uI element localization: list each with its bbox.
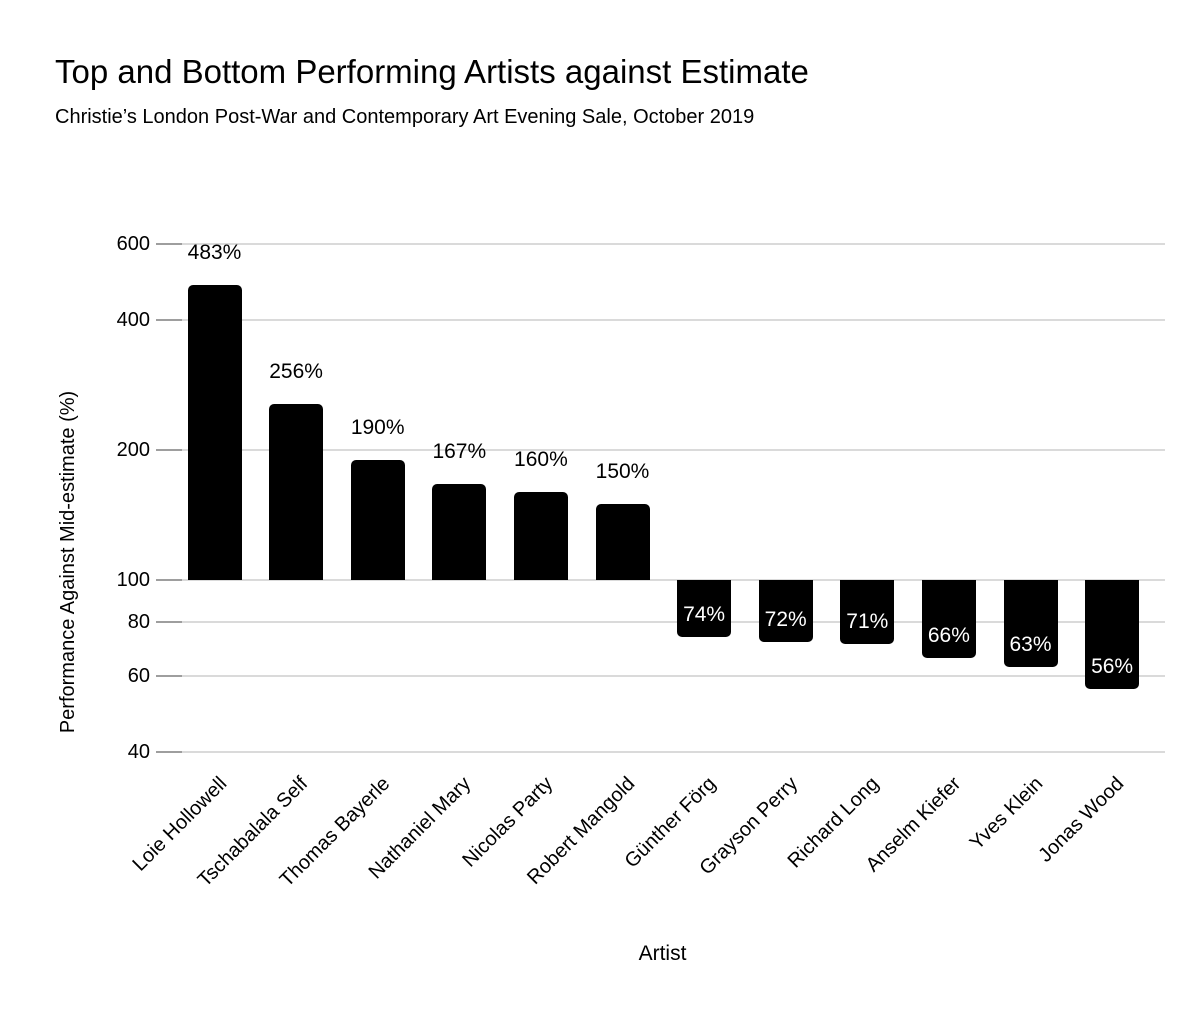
bar [187, 284, 242, 580]
tick-mark [156, 674, 182, 677]
bar [595, 503, 650, 580]
y-tick-label: 200 [116, 439, 150, 461]
bar-value-label: 74% [683, 602, 726, 626]
bar [1085, 580, 1140, 689]
y-tick-label: 80 [127, 610, 150, 633]
y-tick-label: 60 [127, 664, 150, 687]
bar [1003, 580, 1058, 667]
bar-value-label: 483% [187, 240, 242, 264]
bar [677, 580, 732, 637]
bar [758, 580, 813, 642]
y-tick-label: 400 [116, 308, 150, 331]
gridline [160, 750, 1165, 753]
bar-value-label: 71% [846, 610, 889, 634]
gridline [160, 318, 1165, 321]
tick-mark [156, 242, 182, 245]
x-axis-title: Artist [638, 942, 687, 965]
chart-title: Top and Bottom Performing Artists agains… [55, 53, 809, 90]
bar [921, 580, 976, 658]
chart-subtitle: Christie’s London Post-War and Contempor… [55, 106, 755, 128]
bar [350, 459, 405, 580]
gridline [160, 242, 1165, 245]
bar [432, 483, 487, 580]
bar-value-label: 66% [927, 624, 970, 647]
gridline [160, 620, 1165, 623]
y-tick-label: 40 [127, 740, 150, 763]
tick-mark [156, 750, 182, 753]
gridline [160, 579, 1165, 581]
bar-value-label: 150% [595, 459, 650, 483]
tick-mark [156, 318, 182, 321]
bar-value-label: 160% [514, 447, 568, 471]
bar [269, 403, 324, 580]
bar-value-label: 167% [432, 439, 487, 463]
gridline [160, 674, 1165, 677]
bar [840, 580, 895, 645]
y-axis-title: Performance Against Mid-estimate (%) [57, 390, 79, 734]
bar-value-label: 63% [1009, 632, 1052, 656]
gridline [160, 449, 1165, 451]
tick-mark [156, 620, 182, 623]
tick-mark [156, 579, 182, 581]
bar [513, 491, 568, 580]
y-tick-label: 600 [116, 232, 150, 255]
y-tick-label: 100 [116, 569, 150, 591]
bar-value-label: 56% [1091, 654, 1134, 678]
bar-value-label: 256% [269, 359, 323, 383]
tick-mark [156, 449, 182, 451]
bar-value-label: 72% [764, 607, 807, 631]
bar-value-label: 190% [350, 415, 405, 439]
